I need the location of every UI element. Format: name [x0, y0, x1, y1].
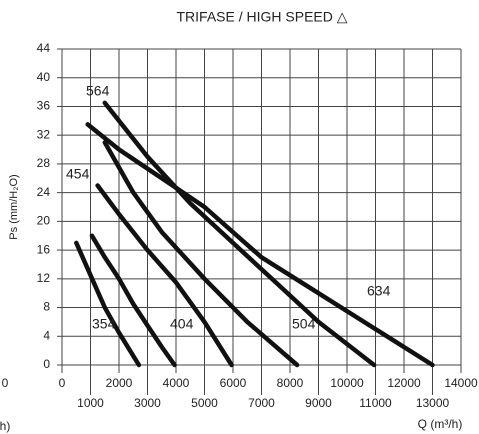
x-tick-label: 10000 — [330, 376, 364, 390]
y-tick-label: 4 — [43, 328, 50, 342]
curve-label: 354 — [92, 316, 116, 332]
curve — [89, 233, 177, 368]
y-tick-label: 36 — [37, 99, 51, 113]
x-tick-label: 1000 — [77, 396, 104, 410]
y-tick-label: 40 — [37, 70, 51, 84]
x-tick-label: 13000 — [416, 396, 450, 410]
curve-label: 404 — [170, 316, 194, 332]
y-tick-label: 12 — [37, 271, 51, 285]
curve — [85, 122, 435, 368]
y-tick-label: 0 — [43, 357, 50, 371]
chart-title: TRIFASE / HIGH SPEED △ — [176, 9, 347, 25]
curve-label: 634 — [367, 283, 391, 299]
y-tick-label: 20 — [37, 214, 51, 228]
x-tick-label: 11000 — [359, 396, 392, 410]
y-tick-label: 16 — [37, 242, 51, 256]
x-tick-label: 2000 — [106, 376, 133, 390]
x-axis-label: Q (m³/h) — [418, 417, 463, 431]
curve — [102, 140, 300, 368]
y-tick-label: 44 — [37, 41, 51, 55]
edge-text: 0 — [2, 376, 9, 390]
y-tick-label: 32 — [37, 127, 51, 141]
curve — [95, 183, 234, 368]
curve — [102, 100, 377, 368]
curve-label: 504 — [292, 316, 316, 332]
x-tick-label: 14000 — [444, 376, 478, 390]
x-tick-label: 5000 — [191, 396, 218, 410]
y-tick-label: 8 — [43, 300, 50, 314]
x-tick-label: 3000 — [134, 396, 161, 410]
edge-text: h) — [0, 419, 10, 433]
x-tick-label: 7000 — [248, 396, 275, 410]
curve — [74, 240, 142, 368]
y-tick-label: 24 — [37, 185, 51, 199]
x-tick-label: 4000 — [163, 376, 190, 390]
y-axis-label: Ps (mm/H₂O) — [8, 174, 20, 239]
x-tick-label: 9000 — [305, 396, 332, 410]
x-tick-label: 6000 — [220, 376, 247, 390]
x-tick-label: 8000 — [277, 376, 304, 390]
curve-label: 564 — [86, 83, 110, 99]
curve-label: 454 — [66, 166, 90, 182]
y-tick-label: 28 — [37, 156, 51, 170]
x-tick-label: 12000 — [387, 376, 421, 390]
x-tick-label: 0 — [59, 376, 66, 390]
